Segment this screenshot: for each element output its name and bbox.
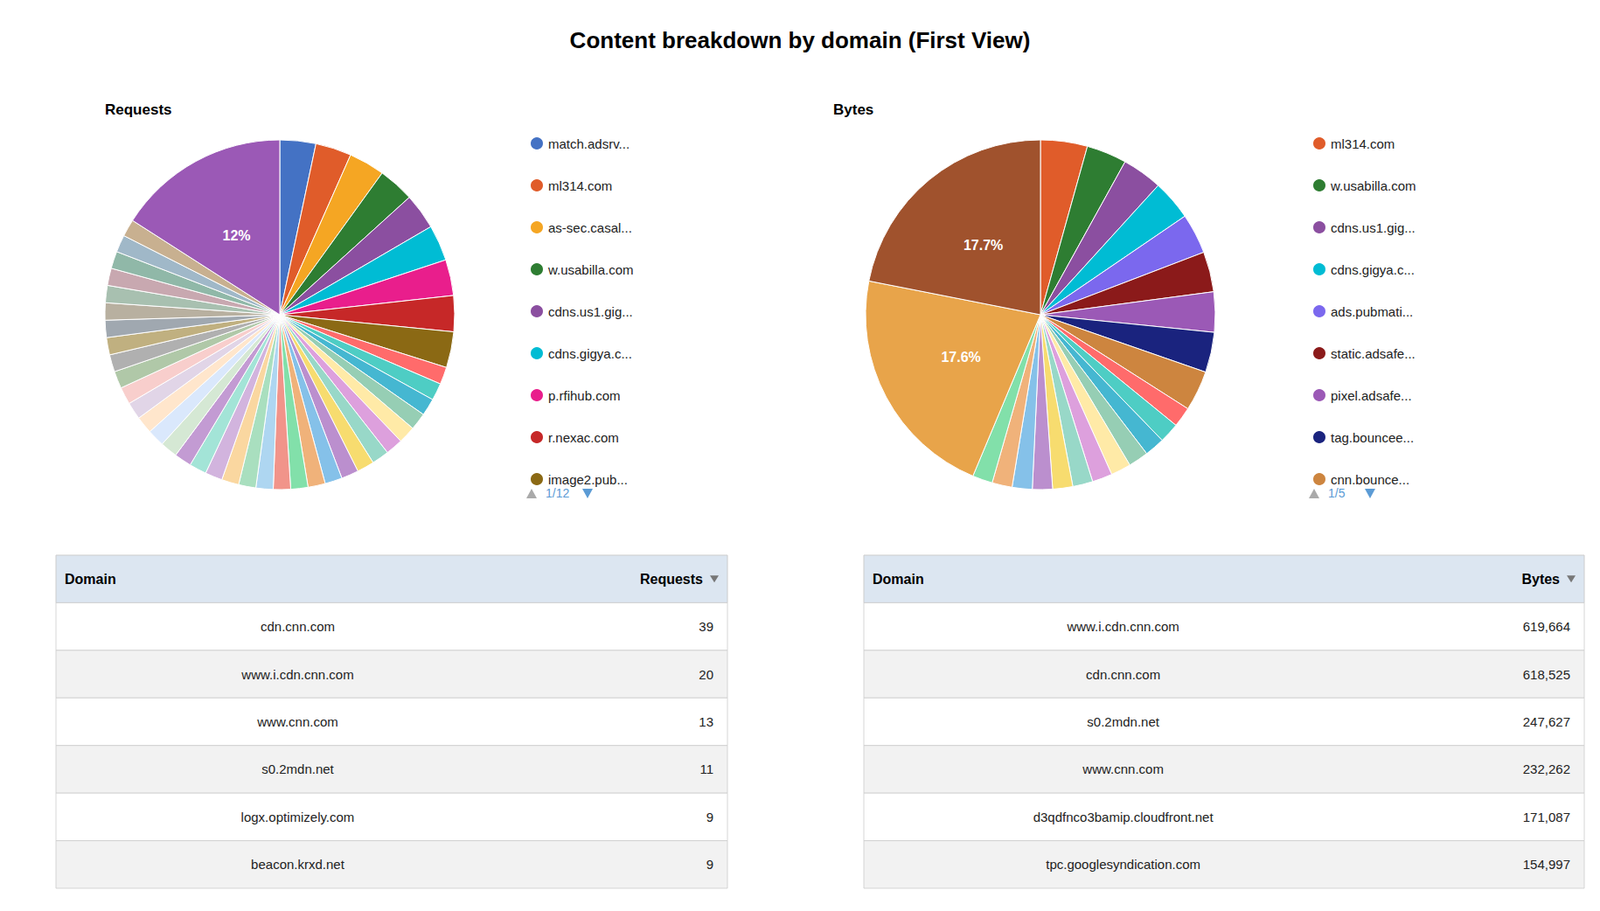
- svg-text:ml314.com: ml314.com: [1330, 136, 1395, 152]
- svg-text:cdn.cnn.com: cdn.cnn.com: [1085, 667, 1161, 682]
- svg-text:619,664: 619,664: [1523, 619, 1571, 634]
- svg-text:9: 9: [706, 856, 714, 872]
- svg-text:cdns.us1.gig...: cdns.us1.gig...: [548, 304, 634, 320]
- svg-text:9: 9: [706, 809, 714, 825]
- svg-text:39: 39: [698, 619, 714, 634]
- svg-text:1/12: 1/12: [545, 486, 570, 501]
- svg-text:w.usabilla.com: w.usabilla.com: [1329, 178, 1417, 194]
- svg-text:Bytes: Bytes: [833, 101, 874, 119]
- svg-text:beacon.krxd.net: beacon.krxd.net: [250, 856, 346, 872]
- svg-text:13: 13: [698, 714, 714, 730]
- svg-text:17.7%: 17.7%: [963, 237, 1003, 253]
- svg-text:s0.2mdn.net: s0.2mdn.net: [1086, 714, 1160, 730]
- svg-text:618,525: 618,525: [1523, 667, 1571, 682]
- svg-text:cnn.bounce...: cnn.bounce...: [1330, 472, 1410, 487]
- svg-text:tag.bouncee...: tag.bouncee...: [1330, 430, 1414, 446]
- svg-text:as-sec.casal...: as-sec.casal...: [548, 220, 633, 236]
- svg-text:p.rfihub.com: p.rfihub.com: [548, 388, 621, 404]
- svg-text:Requests: Requests: [640, 571, 703, 587]
- svg-text:12%: 12%: [222, 228, 251, 244]
- svg-text:ml314.com: ml314.com: [548, 178, 613, 194]
- svg-text:cdns.us1.gig...: cdns.us1.gig...: [1330, 220, 1416, 236]
- svg-text:154,997: 154,997: [1523, 856, 1571, 872]
- svg-text:cdn.cnn.com: cdn.cnn.com: [260, 619, 335, 634]
- svg-text:s0.2mdn.net: s0.2mdn.net: [261, 761, 334, 777]
- svg-text:cdns.gigya.c...: cdns.gigya.c...: [548, 346, 633, 362]
- svg-text:www.cnn.com: www.cnn.com: [1081, 761, 1164, 777]
- svg-text:20: 20: [698, 667, 714, 682]
- svg-text:cdns.gigya.c...: cdns.gigya.c...: [1330, 262, 1415, 278]
- svg-text:247,627: 247,627: [1523, 714, 1571, 730]
- svg-text:match.adsrv...: match.adsrv...: [548, 136, 630, 152]
- svg-text:171,087: 171,087: [1523, 809, 1571, 825]
- svg-text:image2.pub...: image2.pub...: [548, 472, 628, 487]
- svg-text:Domain: Domain: [872, 571, 925, 587]
- svg-text:www.i.cdn.cnn.com: www.i.cdn.cnn.com: [1065, 619, 1179, 634]
- svg-text:www.i.cdn.cnn.com: www.i.cdn.cnn.com: [240, 667, 354, 682]
- svg-text:17.6%: 17.6%: [940, 349, 981, 365]
- svg-text:static.adsafe...: static.adsafe...: [1330, 346, 1416, 362]
- svg-text:ads.pubmati...: ads.pubmati...: [1330, 304, 1413, 320]
- svg-text:d3qdfnco3bamip.cloudfront.net: d3qdfnco3bamip.cloudfront.net: [1033, 809, 1215, 825]
- svg-text:11: 11: [699, 761, 714, 777]
- svg-text:tpc.googlesyndication.com: tpc.googlesyndication.com: [1045, 856, 1201, 872]
- svg-text:w.usabilla.com: w.usabilla.com: [547, 262, 634, 278]
- svg-text:www.cnn.com: www.cnn.com: [256, 714, 339, 730]
- svg-text:1/5: 1/5: [1328, 486, 1346, 501]
- svg-text:logx.optimizely.com: logx.optimizely.com: [241, 809, 355, 825]
- svg-text:232,262: 232,262: [1523, 761, 1571, 777]
- svg-text:r.nexac.com: r.nexac.com: [548, 430, 620, 446]
- svg-text:Requests: Requests: [104, 101, 173, 119]
- svg-text:Domain: Domain: [64, 571, 117, 587]
- svg-text:pixel.adsafe...: pixel.adsafe...: [1330, 388, 1413, 404]
- svg-text:Content breakdown by domain (F: Content breakdown by domain (First View): [570, 27, 1031, 54]
- svg-text:Bytes: Bytes: [1521, 571, 1560, 587]
